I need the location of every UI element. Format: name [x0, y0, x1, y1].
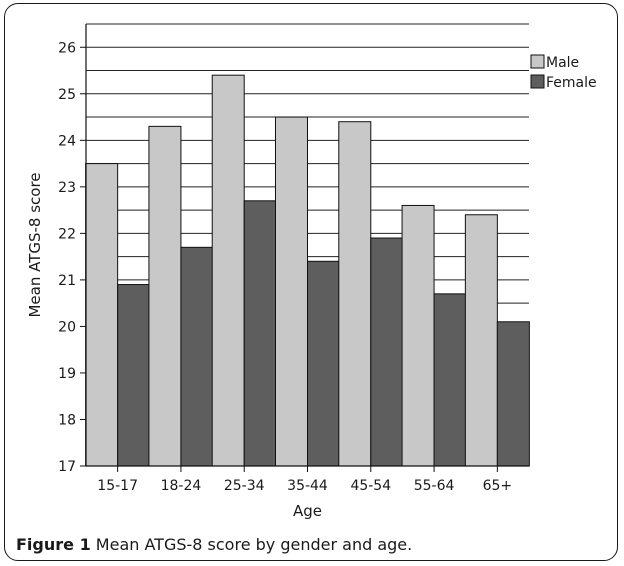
bars — [85, 74, 530, 467]
y-tick-label: 18 — [58, 412, 76, 428]
axes: 15-17 18-24 25-34 35-44 45-54 55-64 65+ 17 18 19 2… — [58, 24, 529, 494]
caption-label: Figure 1 — [16, 535, 91, 554]
bar-female-25-34 — [243, 200, 277, 467]
legend-label-male: Male — [546, 55, 579, 71]
legend: Male Female — [530, 54, 597, 91]
bar-female-45-54 — [370, 237, 404, 467]
x-tick-label: 18-24 — [161, 478, 202, 494]
bar-male-55-64 — [401, 204, 435, 467]
bar-male-45-54 — [338, 121, 372, 467]
x-axis-label: Age — [293, 502, 322, 520]
y-tick-label: 22 — [58, 226, 76, 242]
bar-male-25-34 — [211, 74, 245, 467]
bar-chart: 15-17 18-24 25-34 35-44 45-54 55-64 65+ 17 18 19 2… — [26, 23, 597, 520]
y-tick-label: 26 — [58, 40, 76, 56]
caption-text: Mean ATGS-8 score by gender and age. — [90, 535, 413, 554]
y-axis-label: Mean ATGS-8 score — [26, 172, 44, 317]
bar-female-65+ — [496, 321, 530, 467]
x-tick-label: 55-64 — [414, 478, 455, 494]
y-tick-label: 19 — [58, 366, 76, 382]
bar-male-35-44 — [275, 116, 308, 467]
x-tick-label: 15-17 — [97, 478, 138, 494]
bar-female-15-17 — [117, 284, 151, 467]
y-tick-label: 21 — [58, 273, 76, 289]
bar-male-65+ — [464, 214, 498, 467]
figure-caption: Figure 1 Mean ATGS-8 score by gender and… — [16, 535, 412, 554]
y-tick-label: 17 — [58, 459, 76, 475]
bar-female-55-64 — [433, 293, 467, 467]
y-tick-label: 23 — [58, 180, 76, 196]
y-tick-label: 25 — [58, 87, 76, 103]
legend-swatch-male — [530, 54, 545, 69]
bar-female-35-44 — [307, 260, 340, 467]
y-tick-label: 24 — [58, 133, 76, 149]
x-tick-label: 25-34 — [224, 478, 265, 494]
legend-label-female: Female — [546, 75, 597, 91]
legend-swatch-female — [530, 74, 545, 89]
y-tick-label: 20 — [58, 319, 76, 335]
x-tick-label: 65+ — [483, 478, 513, 494]
bar-male-18-24 — [148, 125, 182, 467]
bar-male-15-17 — [85, 163, 119, 467]
bar-female-18-24 — [180, 246, 214, 467]
x-tick-label: 45-54 — [350, 478, 391, 494]
x-tick-label: 35-44 — [287, 478, 328, 494]
